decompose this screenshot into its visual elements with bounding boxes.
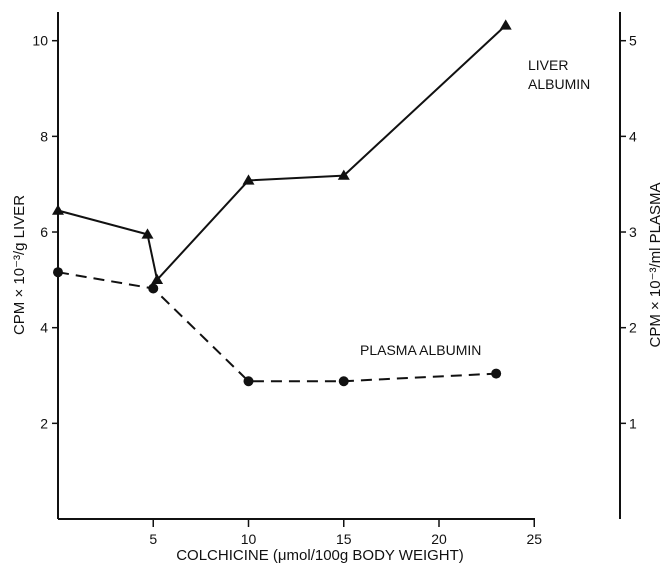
- y-left-tick-label: 4: [40, 320, 48, 336]
- series-label-liver-line-1: LIVER: [528, 57, 568, 73]
- x-axis-label: COLCHICINE (μmol/100g BODY WEIGHT): [176, 547, 464, 564]
- x-tick-label: 25: [526, 531, 542, 547]
- data-point-triangle: [337, 169, 350, 180]
- y-right-tick-label: 3: [629, 224, 637, 240]
- data-point-circle: [148, 283, 159, 294]
- y-left-tick-label: 10: [32, 33, 48, 49]
- y-left-tick-label: 6: [40, 224, 48, 240]
- axes: [57, 12, 621, 520]
- y-right-tick-label: 1: [629, 415, 637, 431]
- data-point-circle: [338, 376, 349, 387]
- data-point-triangle: [499, 19, 512, 30]
- series-line-1: [57, 271, 497, 383]
- y-left-tick-label: 8: [40, 128, 48, 144]
- x-tick-label: 10: [241, 531, 257, 547]
- series-line-0: [57, 24, 507, 281]
- y-left-tick-label: 2: [40, 415, 48, 431]
- left-y-axis-label: CPM × 10⁻³/g LIVER: [11, 195, 28, 335]
- data-point-triangle: [242, 174, 255, 185]
- series-label-plasma: PLASMA ALBUMIN: [360, 342, 481, 358]
- x-tick-label: 5: [149, 531, 157, 547]
- y-right-tick-label: 4: [629, 128, 637, 144]
- right-y-axis-label: CPM × 10⁻³/ml PLASMA: [647, 182, 664, 347]
- data-point-circle: [491, 368, 502, 379]
- series-label-liver-line-2: ALBUMIN: [528, 76, 590, 92]
- data-point-circle: [243, 376, 254, 387]
- data-point-triangle: [151, 273, 164, 284]
- y-right-tick-label: 2: [629, 320, 637, 336]
- x-tick-label: 15: [336, 531, 352, 547]
- x-tick-label: 20: [431, 531, 447, 547]
- data-point-circle: [53, 267, 63, 278]
- data-point-triangle: [52, 204, 64, 215]
- y-right-tick-label: 5: [629, 33, 637, 49]
- data-point-triangle: [141, 228, 154, 239]
